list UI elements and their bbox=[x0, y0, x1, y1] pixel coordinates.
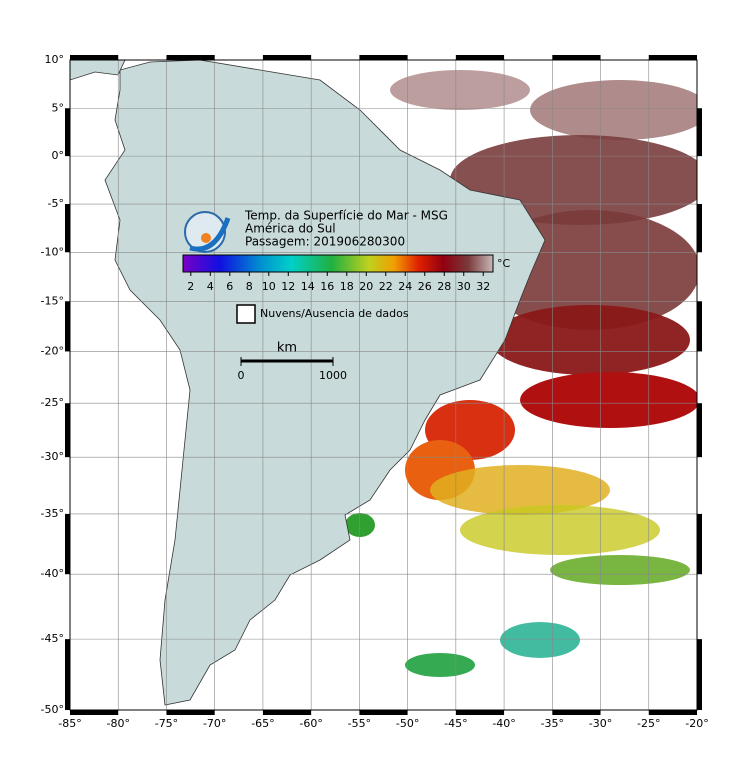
frame-segment bbox=[697, 108, 702, 157]
lat-tick-label: -35° bbox=[41, 507, 64, 520]
colorbar-tick-label: 24 bbox=[398, 280, 412, 293]
frame-segment bbox=[70, 55, 119, 60]
colorbar-tick-label: 10 bbox=[262, 280, 276, 293]
colorbar-unit: °C bbox=[497, 257, 511, 270]
lon-tick-label: -80° bbox=[106, 717, 129, 730]
lon-tick-label: -85° bbox=[58, 717, 81, 730]
colorbar-tick-label: 12 bbox=[281, 280, 295, 293]
lon-tick-label: -60° bbox=[299, 717, 322, 730]
pass: Passagem: 201906280300 bbox=[245, 235, 405, 249]
lon-tick-label: -40° bbox=[492, 717, 515, 730]
lat-tick-label: -20° bbox=[41, 344, 64, 357]
central-america bbox=[70, 60, 126, 81]
colorbar-tick-label: 30 bbox=[457, 280, 471, 293]
lat-tick-label: 10° bbox=[45, 53, 65, 66]
lat-tick-label: -30° bbox=[41, 450, 64, 463]
colorbar-tick-label: 4 bbox=[207, 280, 214, 293]
lat-tick-label: -50° bbox=[41, 703, 64, 716]
lat-tick-label: -5° bbox=[48, 197, 64, 210]
axes: -85° -80° -75° -70° -65° -60° -55° -50° -45° -40°… bbox=[41, 53, 709, 730]
colorbar-tick-label: 32 bbox=[476, 280, 490, 293]
colorbar-tick-label: 16 bbox=[320, 280, 334, 293]
lat-tick-label: 5° bbox=[52, 101, 65, 114]
colorbar-tick-label: 28 bbox=[437, 280, 451, 293]
frame-segment bbox=[697, 204, 702, 253]
lon-tick-label: -30° bbox=[589, 717, 612, 730]
frame-segment bbox=[262, 710, 312, 715]
frame-segment bbox=[359, 710, 408, 715]
map-content bbox=[70, 60, 697, 710]
legend-label: Nuvens/Ausencia de dados bbox=[260, 307, 409, 320]
colorbar-tick-label: 6 bbox=[226, 280, 233, 293]
frame-segment bbox=[552, 710, 601, 715]
colorbar-tick-label: 14 bbox=[301, 280, 315, 293]
frame-segment bbox=[697, 403, 702, 458]
colorbar-tick-label: 2 bbox=[187, 280, 194, 293]
scale-unit: km bbox=[277, 341, 297, 356]
logo bbox=[184, 211, 231, 253]
frame-segment bbox=[70, 710, 119, 715]
frame-segment bbox=[65, 403, 70, 458]
frame-segment bbox=[65, 301, 70, 352]
frame-segment bbox=[359, 55, 408, 60]
lon-tick-label: -45° bbox=[444, 717, 467, 730]
frame-segment bbox=[455, 55, 505, 60]
frame-segment bbox=[697, 513, 702, 575]
scale-tick-label: 1000 bbox=[319, 369, 347, 382]
frame-segment bbox=[65, 513, 70, 575]
legend-swatch bbox=[236, 304, 256, 324]
title: Temp. da Superfície do Mar - MSG bbox=[244, 209, 448, 223]
frame-segment bbox=[455, 710, 505, 715]
lon-tick-label: -65° bbox=[251, 717, 274, 730]
lon-tick-label: -35° bbox=[541, 717, 564, 730]
lon-tick-label: -25° bbox=[637, 717, 660, 730]
colorbar-tick-label: 26 bbox=[418, 280, 432, 293]
scale-bar: 0 1000 bbox=[238, 357, 347, 382]
colorbar-tick-label: 22 bbox=[379, 280, 393, 293]
colorbar bbox=[182, 254, 494, 273]
colorbar-tick-label: 8 bbox=[246, 280, 253, 293]
colorbar-tick-label: 18 bbox=[340, 280, 354, 293]
frame-segment bbox=[166, 710, 215, 715]
frame-segment bbox=[166, 55, 215, 60]
lat-tick-label: 0° bbox=[52, 149, 65, 162]
frame-segment bbox=[648, 710, 697, 715]
frame-segment bbox=[65, 639, 70, 710]
graticule bbox=[70, 60, 697, 710]
lat-tick-label: -40° bbox=[41, 567, 64, 580]
frame-segment bbox=[65, 108, 70, 157]
lon-tick-label: -20° bbox=[685, 717, 708, 730]
lon-tick-label: -50° bbox=[396, 717, 419, 730]
frame-segment bbox=[552, 55, 601, 60]
frame-segment bbox=[65, 204, 70, 253]
colorbar-tick-label: 20 bbox=[359, 280, 373, 293]
frame-segment bbox=[697, 639, 702, 710]
lat-tick-label: -10° bbox=[41, 245, 64, 258]
lon-tick-label: -75° bbox=[155, 717, 178, 730]
lat-tick-label: -15° bbox=[41, 294, 64, 307]
lon-tick-label: -70° bbox=[203, 717, 226, 730]
lat-tick-label: -45° bbox=[41, 632, 64, 645]
region: América do Sul bbox=[245, 222, 336, 236]
scale-tick-label: 0 bbox=[238, 369, 245, 382]
colorbar-ticks: 2 4 6 8 10 12 14 16 18 20 22 24 26 28 30 32 bbox=[187, 272, 490, 293]
lat-tick-label: -25° bbox=[41, 396, 64, 409]
frame-segment bbox=[648, 55, 697, 60]
frame-segment bbox=[697, 301, 702, 352]
frame-segment bbox=[262, 55, 312, 60]
lon-tick-label: -55° bbox=[348, 717, 371, 730]
